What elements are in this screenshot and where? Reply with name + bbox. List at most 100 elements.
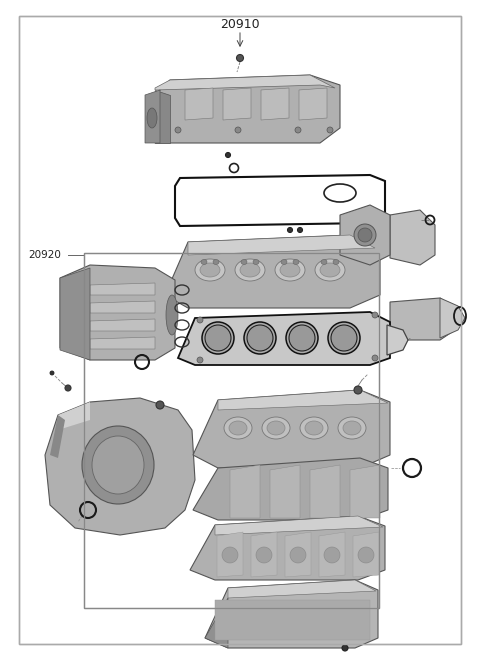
Polygon shape bbox=[251, 532, 277, 577]
Ellipse shape bbox=[328, 322, 360, 354]
Polygon shape bbox=[58, 402, 90, 430]
Polygon shape bbox=[215, 516, 383, 535]
Ellipse shape bbox=[267, 421, 285, 435]
Polygon shape bbox=[390, 210, 435, 265]
Ellipse shape bbox=[237, 55, 243, 62]
Polygon shape bbox=[205, 598, 228, 648]
Ellipse shape bbox=[253, 260, 259, 265]
Ellipse shape bbox=[224, 417, 252, 439]
Ellipse shape bbox=[372, 355, 378, 361]
Ellipse shape bbox=[202, 322, 234, 354]
Ellipse shape bbox=[342, 645, 348, 651]
Ellipse shape bbox=[305, 421, 323, 435]
Ellipse shape bbox=[286, 322, 318, 354]
Ellipse shape bbox=[280, 263, 300, 277]
Ellipse shape bbox=[327, 127, 333, 133]
Polygon shape bbox=[90, 283, 155, 295]
Ellipse shape bbox=[358, 547, 374, 563]
Ellipse shape bbox=[343, 421, 361, 435]
Polygon shape bbox=[155, 90, 170, 143]
Polygon shape bbox=[299, 88, 327, 120]
Ellipse shape bbox=[320, 263, 340, 277]
Ellipse shape bbox=[354, 386, 362, 394]
Ellipse shape bbox=[147, 108, 157, 128]
Polygon shape bbox=[223, 88, 251, 120]
Polygon shape bbox=[188, 235, 375, 255]
Polygon shape bbox=[165, 235, 380, 308]
Ellipse shape bbox=[201, 260, 207, 265]
Polygon shape bbox=[350, 465, 380, 518]
Polygon shape bbox=[319, 532, 345, 577]
Ellipse shape bbox=[358, 228, 372, 242]
Ellipse shape bbox=[321, 260, 327, 265]
Polygon shape bbox=[230, 465, 260, 518]
Ellipse shape bbox=[50, 371, 54, 375]
Ellipse shape bbox=[195, 259, 225, 281]
Ellipse shape bbox=[295, 127, 301, 133]
Ellipse shape bbox=[315, 259, 345, 281]
Ellipse shape bbox=[92, 436, 144, 494]
Ellipse shape bbox=[333, 260, 339, 265]
Ellipse shape bbox=[338, 417, 366, 439]
Ellipse shape bbox=[262, 417, 290, 439]
Polygon shape bbox=[90, 301, 155, 313]
Polygon shape bbox=[310, 465, 340, 518]
Polygon shape bbox=[50, 415, 65, 458]
Ellipse shape bbox=[197, 357, 203, 363]
Ellipse shape bbox=[235, 127, 241, 133]
Ellipse shape bbox=[275, 259, 305, 281]
Ellipse shape bbox=[290, 547, 306, 563]
Polygon shape bbox=[60, 268, 90, 360]
Bar bbox=[84, 253, 379, 608]
Ellipse shape bbox=[293, 260, 299, 265]
Polygon shape bbox=[261, 88, 289, 120]
Polygon shape bbox=[193, 390, 390, 468]
Polygon shape bbox=[155, 75, 340, 143]
Bar bbox=[84, 253, 379, 608]
Polygon shape bbox=[45, 398, 195, 535]
Ellipse shape bbox=[175, 127, 181, 133]
Polygon shape bbox=[190, 516, 385, 580]
Ellipse shape bbox=[205, 325, 231, 351]
Polygon shape bbox=[340, 205, 390, 265]
Polygon shape bbox=[145, 90, 160, 143]
Polygon shape bbox=[440, 298, 465, 338]
Ellipse shape bbox=[226, 152, 230, 158]
Polygon shape bbox=[353, 532, 379, 577]
Text: 20910: 20910 bbox=[220, 18, 260, 31]
Ellipse shape bbox=[82, 426, 154, 504]
Polygon shape bbox=[390, 298, 455, 340]
Polygon shape bbox=[178, 312, 390, 365]
Ellipse shape bbox=[354, 224, 376, 246]
Polygon shape bbox=[205, 580, 378, 648]
Ellipse shape bbox=[235, 259, 265, 281]
Ellipse shape bbox=[244, 322, 276, 354]
Ellipse shape bbox=[331, 325, 357, 351]
Ellipse shape bbox=[372, 312, 378, 318]
Ellipse shape bbox=[197, 317, 203, 323]
Ellipse shape bbox=[222, 547, 238, 563]
Bar bbox=[215, 600, 370, 640]
Ellipse shape bbox=[213, 260, 219, 265]
Ellipse shape bbox=[200, 263, 220, 277]
Ellipse shape bbox=[324, 547, 340, 563]
Polygon shape bbox=[193, 458, 388, 520]
Ellipse shape bbox=[240, 263, 260, 277]
Polygon shape bbox=[90, 337, 155, 349]
Polygon shape bbox=[60, 265, 175, 360]
Ellipse shape bbox=[156, 401, 164, 409]
Polygon shape bbox=[90, 319, 155, 331]
Ellipse shape bbox=[298, 227, 302, 233]
Ellipse shape bbox=[247, 325, 273, 351]
Ellipse shape bbox=[229, 421, 247, 435]
Polygon shape bbox=[155, 75, 335, 90]
Polygon shape bbox=[185, 88, 213, 120]
Polygon shape bbox=[387, 325, 408, 355]
Ellipse shape bbox=[65, 385, 71, 391]
Polygon shape bbox=[228, 580, 376, 598]
Ellipse shape bbox=[281, 260, 287, 265]
Ellipse shape bbox=[256, 547, 272, 563]
Polygon shape bbox=[270, 465, 300, 518]
Polygon shape bbox=[285, 532, 311, 577]
Ellipse shape bbox=[288, 227, 292, 233]
